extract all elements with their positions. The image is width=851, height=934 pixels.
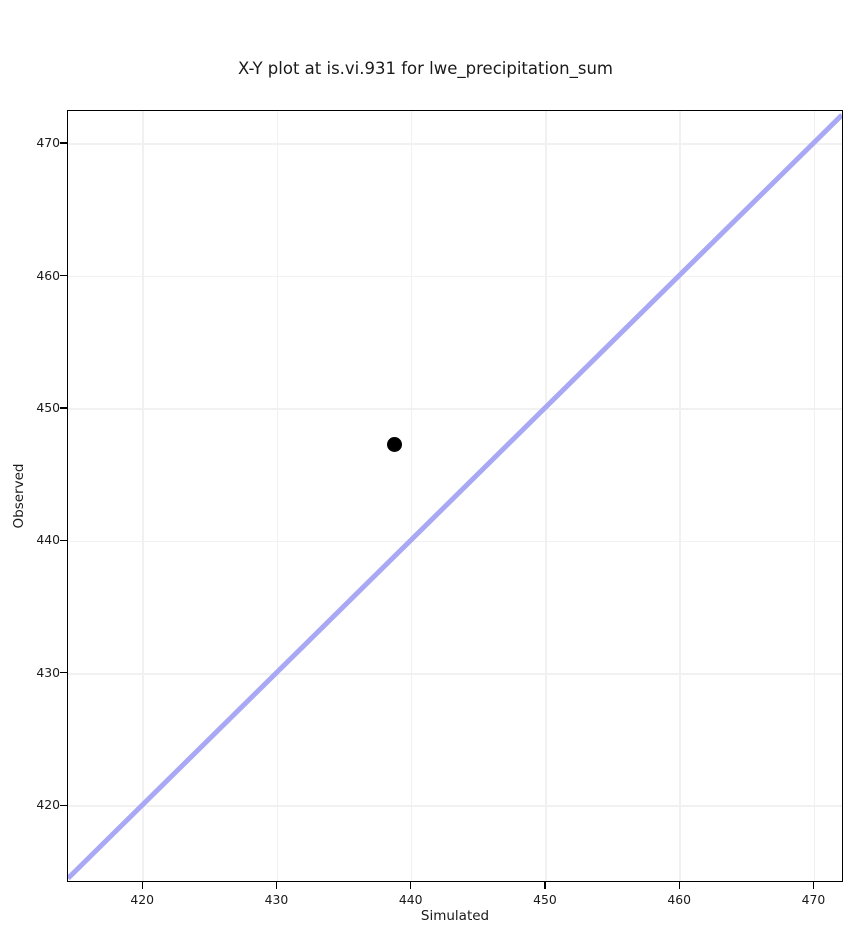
gridline-horizontal: [68, 275, 842, 278]
gridline-horizontal: [68, 540, 842, 543]
data-point: [386, 437, 402, 453]
y-tick-label: 470: [36, 135, 60, 151]
gridline-vertical: [813, 111, 816, 881]
gridline-horizontal: [68, 672, 842, 675]
gridline-vertical: [142, 111, 144, 881]
y-tick-mark: [60, 539, 67, 541]
y-tick-mark: [60, 672, 67, 674]
y-tick-label: 460: [36, 267, 60, 283]
x-tick-mark: [544, 882, 546, 889]
gridline-horizontal: [68, 408, 842, 410]
x-tick-label: 470: [801, 892, 826, 907]
gridline-horizontal: [68, 143, 842, 145]
y-axis-label: Observed: [11, 463, 27, 529]
identity-line-stroke: [68, 113, 842, 881]
y-tick-mark: [60, 274, 67, 277]
gridline-vertical: [545, 111, 547, 881]
x-tick-mark: [275, 882, 278, 889]
x-tick-label: 460: [667, 892, 692, 907]
x-tick-label: 450: [533, 892, 557, 907]
gridline-vertical: [276, 111, 279, 881]
y-tick-label: 420: [36, 797, 60, 813]
plot-area: [67, 110, 843, 882]
x-tick-mark: [812, 882, 815, 889]
x-tick-label: 430: [264, 892, 289, 907]
y-tick-label: 430: [36, 664, 60, 680]
x-tick-mark: [410, 882, 412, 889]
gridline-vertical: [679, 111, 681, 881]
gridline-vertical: [410, 111, 413, 881]
gridline-horizontal: [68, 805, 842, 807]
x-tick-label: 440: [398, 892, 423, 907]
y-tick-mark: [60, 804, 67, 806]
x-tick-mark: [678, 882, 680, 889]
y-tick-label: 450: [36, 399, 60, 415]
y-tick-label: 440: [36, 532, 60, 548]
x-tick-mark: [141, 882, 143, 889]
y-tick-mark: [60, 407, 67, 409]
chart-title-line-1: X-Y plot at is.vi.931 for lwe_precipitat…: [238, 59, 613, 78]
x-tick-label: 420: [130, 892, 154, 907]
one-to-one-line: [68, 113, 842, 881]
y-tick-mark: [60, 142, 67, 144]
x-axis-label: Simulated: [420, 908, 490, 924]
